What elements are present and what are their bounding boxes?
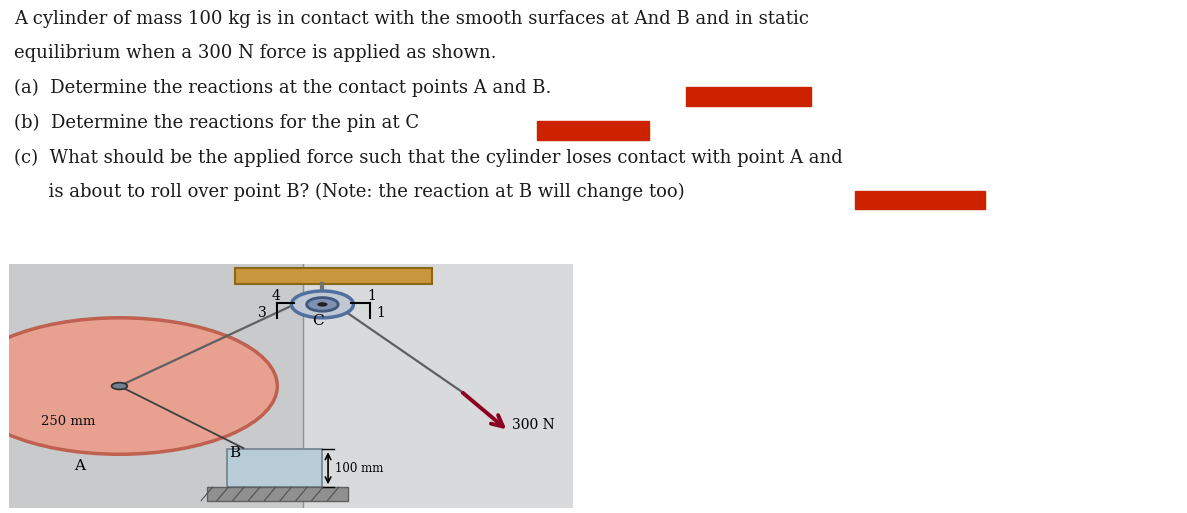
Text: A: A [75,459,85,473]
Bar [686,87,811,106]
Text: is about to roll over point B? (Note: the reaction at B will change too): is about to roll over point B? (Note: th… [14,183,685,201]
Circle shape [0,318,278,455]
Text: 100 mm: 100 mm [336,462,383,475]
Text: (c)  What should be the applied force such that the cylinder loses contact with : (c) What should be the applied force suc… [14,148,843,167]
Text: C: C [312,314,324,328]
Circle shape [306,298,338,311]
Text: 300 N: 300 N [513,418,556,431]
Text: A cylinder of mass 100 kg is in contact with the smooth surfaces at And B and in: A cylinder of mass 100 kg is in contact … [14,10,810,28]
Text: equilibrium when a 300 N force is applied as shown.: equilibrium when a 300 N force is applie… [14,44,496,63]
Text: 250 mm: 250 mm [40,415,95,428]
Bar [227,449,323,487]
Bar [855,191,985,209]
Text: 1: 1 [376,306,385,320]
Text: 1: 1 [368,288,376,303]
Text: (a)  Determine the reactions at the contact points A and B.: (a) Determine the reactions at the conta… [14,79,552,97]
Text: 4: 4 [272,288,280,303]
Bar [207,487,348,501]
Bar [303,264,573,508]
Bar [235,268,432,284]
Circle shape [112,383,127,389]
Circle shape [292,291,354,318]
Text: 3: 3 [258,306,266,320]
Text: (b)  Determine the reactions for the pin at C: (b) Determine the reactions for the pin … [14,113,419,132]
Circle shape [317,302,328,307]
Bar [537,122,649,140]
Text: B: B [229,446,241,460]
